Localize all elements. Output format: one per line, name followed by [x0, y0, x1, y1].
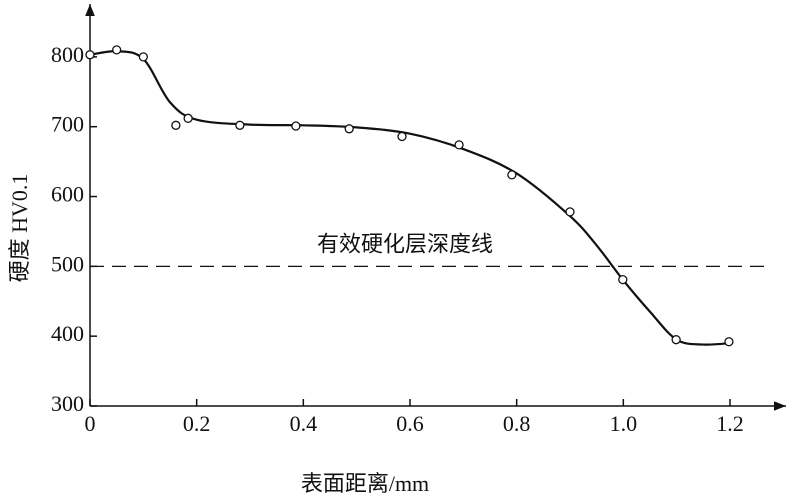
data-point — [507, 170, 517, 180]
data-point — [565, 207, 575, 217]
x-tick-label: 0.4 — [290, 411, 318, 436]
x-tick-label: 0.2 — [183, 411, 211, 436]
x-tick-label: 0.8 — [503, 411, 531, 436]
data-point — [183, 113, 193, 123]
data-point — [671, 335, 681, 345]
reference-label: 有效硬化层深度线 — [317, 231, 493, 256]
x-tick-label: 1.0 — [610, 411, 638, 436]
data-point — [397, 131, 407, 142]
y-tick-label: 300 — [51, 391, 84, 416]
x-axis-label: 表面距离/mm — [301, 471, 429, 496]
data-point — [724, 337, 734, 347]
data-point — [291, 121, 301, 131]
y-tick-label: 700 — [51, 112, 84, 137]
data-point — [112, 45, 122, 55]
y-tick-label: 500 — [51, 251, 84, 276]
data-point — [618, 274, 628, 285]
fit-curve — [89, 50, 731, 346]
data-point — [138, 52, 148, 62]
data-point — [171, 120, 181, 130]
x-tick-label: 1.2 — [716, 411, 744, 436]
y-axis-label: 硬度 HV0.1 — [7, 174, 32, 283]
data-point — [85, 50, 95, 60]
x-tick-label: 0.6 — [396, 411, 424, 436]
data-point — [454, 140, 464, 150]
y-tick-label: 600 — [51, 182, 84, 207]
x-tick-label: 0 — [85, 411, 96, 436]
y-tick-label: 400 — [51, 321, 84, 346]
data-point — [235, 120, 245, 130]
data-point — [344, 124, 354, 134]
y-tick-label: 800 — [51, 42, 84, 67]
